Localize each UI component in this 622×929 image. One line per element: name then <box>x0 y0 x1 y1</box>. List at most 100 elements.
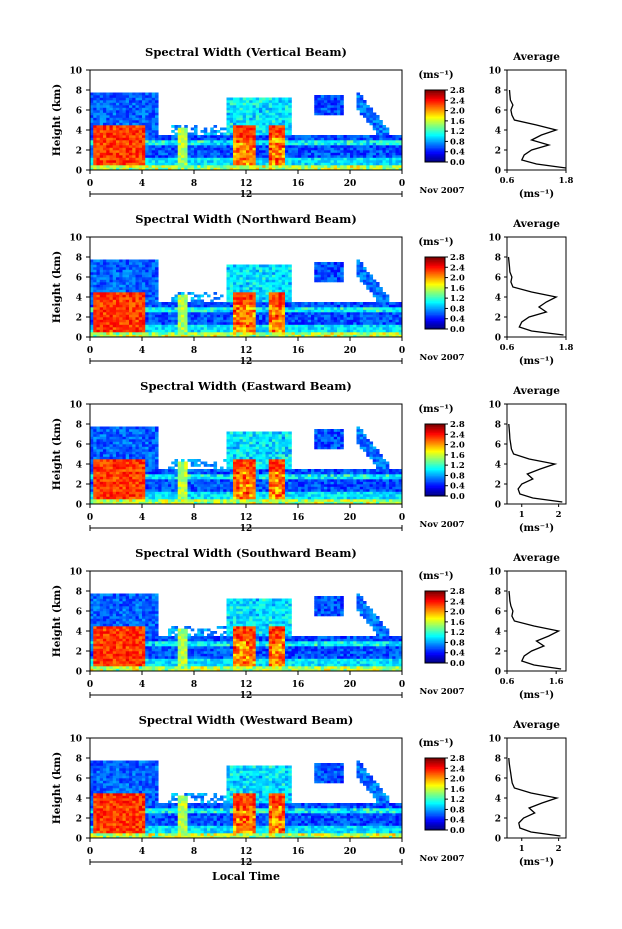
heatmap-cell <box>255 145 260 148</box>
heatmap-cell <box>242 137 247 141</box>
heatmap-cell <box>314 304 318 308</box>
heatmap-cell <box>190 314 195 318</box>
heatmap-cell <box>291 302 296 305</box>
heatmap-cell <box>109 454 114 457</box>
heatmap-cell <box>272 152 276 156</box>
heatmap-cell <box>379 314 383 318</box>
heatmap-cell <box>229 317 234 320</box>
heatmap-cell <box>171 125 175 128</box>
heatmap-cell <box>356 272 361 275</box>
heatmap-cell <box>194 334 198 338</box>
heatmap-cell <box>281 142 286 146</box>
heatmap-cell <box>112 322 117 325</box>
heatmap-cell <box>132 289 136 293</box>
heatmap-cell <box>203 150 208 153</box>
heatmap-cell <box>161 309 166 313</box>
heatmap-cell <box>226 97 231 101</box>
heatmap-cell <box>207 327 211 330</box>
heatmap-cell <box>398 167 403 171</box>
heatmap-cell <box>125 127 130 131</box>
heatmap-cell <box>340 95 344 98</box>
heatmap-cell <box>333 304 338 308</box>
heatmap-cell <box>119 120 123 123</box>
heatmap-cell <box>278 145 283 148</box>
heatmap-cell <box>372 304 377 308</box>
heatmap-cell <box>119 431 123 435</box>
heatmap-cell <box>239 150 244 153</box>
heatmap-cell <box>389 167 393 171</box>
heatmap-cell <box>255 135 260 138</box>
avg-x-label: (ms⁻¹) <box>519 189 554 200</box>
heatmap-cell <box>109 429 114 432</box>
heatmap-cell <box>148 299 153 303</box>
heatmap-cell <box>366 287 370 290</box>
heatmap-cell <box>291 152 296 156</box>
heatmap-cell <box>366 317 370 320</box>
heatmap-cell <box>119 107 123 111</box>
colorbar-cell <box>425 156 445 158</box>
heatmap-cell <box>337 302 341 305</box>
heatmap-cell <box>116 494 120 497</box>
heatmap-cell <box>103 491 107 495</box>
heatmap-cell <box>317 307 322 310</box>
heatmap-cell <box>125 292 130 295</box>
heatmap-cell <box>246 115 250 118</box>
heatmap-cell <box>242 319 247 323</box>
heatmap-cell <box>359 309 364 313</box>
heatmap-cell <box>366 332 370 335</box>
heatmap-cell <box>93 449 97 452</box>
heatmap-cell <box>395 142 400 146</box>
heatmap-cell <box>314 309 318 313</box>
heatmap-cell <box>119 289 123 293</box>
heatmap-cell <box>93 307 97 310</box>
heatmap-cell <box>281 287 286 290</box>
heatmap-cell <box>369 112 374 116</box>
heatmap-cell <box>340 272 344 275</box>
heatmap-cell <box>236 165 240 168</box>
heatmap-cell <box>382 125 387 128</box>
y-tick-label: 8 <box>76 87 82 97</box>
heatmap-cell <box>278 322 283 325</box>
heatmap-cell <box>90 486 94 490</box>
heatmap-cell <box>122 332 127 335</box>
heatmap-cell <box>366 155 370 158</box>
colorbar-cell <box>425 309 445 312</box>
heatmap-cell <box>145 277 149 280</box>
heatmap-cell <box>281 327 286 330</box>
heatmap-cell <box>132 317 136 320</box>
heatmap-cell <box>272 120 276 123</box>
heatmap-cell <box>252 312 257 315</box>
heatmap-cell <box>278 324 283 328</box>
heatmap-cell <box>148 105 153 108</box>
heatmap-cell <box>379 327 383 330</box>
heatmap-cell <box>158 147 162 151</box>
heatmap-cell <box>252 279 257 283</box>
heatmap-cell <box>145 152 149 156</box>
heatmap-cell <box>265 117 270 121</box>
heatmap-cell <box>278 319 283 323</box>
heatmap-cell <box>142 162 146 166</box>
colorbar-cell <box>425 265 445 267</box>
heatmap-cell <box>275 274 279 278</box>
heatmap-cell <box>233 282 237 285</box>
heatmap-cell <box>259 324 263 328</box>
heatmap-cell <box>337 162 341 166</box>
heatmap-cell <box>177 292 182 295</box>
heatmap-cell <box>229 142 234 146</box>
heatmap-cell <box>265 287 270 290</box>
heatmap-cell <box>148 127 153 131</box>
heatmap-cell <box>207 167 211 171</box>
heatmap-cell <box>90 444 94 447</box>
heatmap-cell <box>119 135 123 138</box>
heatmap-cell <box>177 319 182 323</box>
heatmap-cell <box>366 142 370 146</box>
heatmap-cell <box>190 324 195 328</box>
heatmap-cell <box>90 274 94 278</box>
heatmap-cell <box>90 155 94 158</box>
heatmap-cell <box>314 324 318 328</box>
heatmap-cell <box>330 135 335 138</box>
heatmap-cell <box>125 501 130 505</box>
heatmap-cell <box>314 140 318 143</box>
heatmap-cell <box>116 324 120 328</box>
heatmap-cell <box>174 334 179 338</box>
